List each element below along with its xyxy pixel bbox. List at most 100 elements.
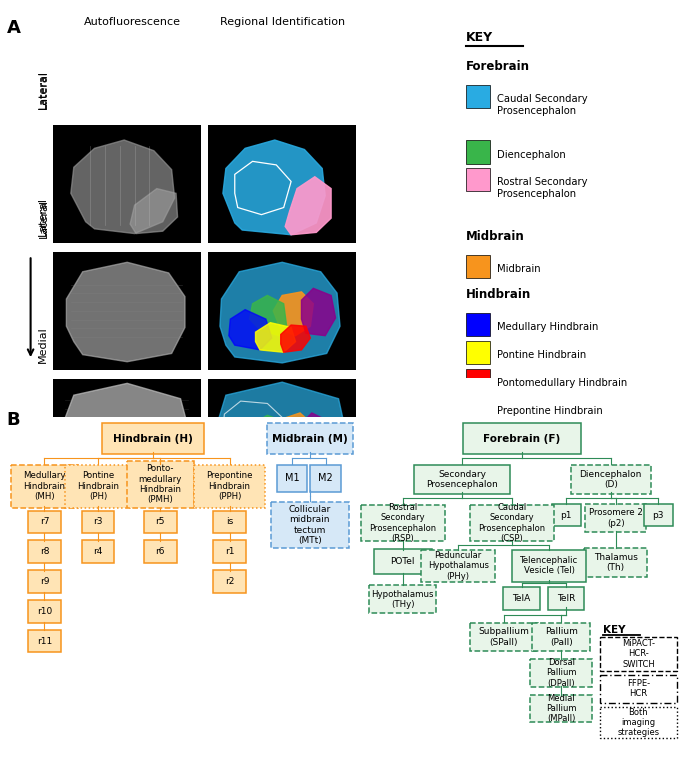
FancyBboxPatch shape: [214, 541, 246, 563]
FancyBboxPatch shape: [466, 140, 490, 164]
Text: Collicular
midbrain
tectum
(MTt): Collicular midbrain tectum (MTt): [288, 505, 331, 545]
Text: Pontine Hindbrain: Pontine Hindbrain: [496, 350, 586, 360]
Polygon shape: [248, 415, 291, 456]
Text: r4: r4: [93, 547, 103, 556]
FancyBboxPatch shape: [28, 570, 61, 593]
Text: Diencephalon
(D): Diencephalon (D): [579, 470, 642, 489]
Polygon shape: [256, 323, 296, 352]
FancyBboxPatch shape: [470, 622, 538, 651]
Text: KEY: KEY: [466, 31, 493, 44]
Text: Pontine
Hindbrain
(PH): Pontine Hindbrain (PH): [77, 471, 119, 501]
Text: p1: p1: [560, 510, 572, 520]
Text: r8: r8: [39, 547, 49, 556]
FancyBboxPatch shape: [414, 465, 510, 494]
FancyBboxPatch shape: [551, 503, 581, 527]
FancyBboxPatch shape: [82, 510, 114, 534]
Text: Dorsal
Pallium
(DPall): Dorsal Pallium (DPall): [546, 658, 577, 688]
Polygon shape: [285, 177, 331, 234]
Text: B: B: [7, 411, 20, 429]
FancyBboxPatch shape: [512, 550, 586, 581]
Text: r10: r10: [37, 607, 52, 615]
Text: Hindbrain (H): Hindbrain (H): [114, 434, 193, 443]
Text: Hindbrain: Hindbrain: [466, 288, 531, 301]
FancyBboxPatch shape: [530, 695, 592, 722]
FancyBboxPatch shape: [532, 622, 590, 651]
Polygon shape: [277, 447, 310, 477]
FancyBboxPatch shape: [144, 541, 177, 563]
Polygon shape: [130, 189, 177, 234]
FancyBboxPatch shape: [360, 505, 445, 541]
FancyBboxPatch shape: [11, 465, 78, 508]
FancyBboxPatch shape: [277, 465, 307, 492]
FancyBboxPatch shape: [126, 461, 194, 508]
FancyBboxPatch shape: [585, 503, 646, 532]
Text: Ponto-
medullary
Hindbrain
(PMH): Ponto- medullary Hindbrain (PMH): [139, 464, 182, 504]
Polygon shape: [59, 383, 191, 492]
Text: KEY: KEY: [602, 626, 626, 635]
Polygon shape: [220, 263, 340, 363]
Text: Lateral: Lateral: [39, 199, 49, 238]
Text: Lateral: Lateral: [38, 197, 48, 236]
FancyBboxPatch shape: [65, 465, 131, 508]
Text: Medial
Pallium
(MPall): Medial Pallium (MPall): [546, 693, 577, 724]
Text: Hypothalamus
(THy): Hypothalamus (THy): [371, 590, 434, 609]
FancyBboxPatch shape: [310, 465, 341, 492]
Text: Caudal
Secondary
Prosencephalon
(CSP): Caudal Secondary Prosencephalon (CSP): [478, 503, 545, 543]
FancyBboxPatch shape: [194, 465, 265, 508]
Text: Rostral
Secondary
Prosencephalon
(RSP): Rostral Secondary Prosencephalon (RSP): [369, 503, 437, 543]
Polygon shape: [229, 309, 272, 350]
FancyBboxPatch shape: [462, 423, 581, 454]
Text: Lateral: Lateral: [39, 70, 49, 109]
Text: Prepontine Hindbrain: Prepontine Hindbrain: [496, 406, 602, 415]
Polygon shape: [248, 442, 291, 477]
Polygon shape: [223, 431, 269, 474]
Text: Pallium
(Pall): Pallium (Pall): [545, 627, 577, 647]
Text: r7: r7: [39, 517, 49, 527]
Text: p3: p3: [653, 510, 664, 520]
Text: r5: r5: [156, 517, 165, 527]
Text: Medial: Medial: [38, 326, 48, 363]
FancyBboxPatch shape: [600, 637, 677, 671]
FancyBboxPatch shape: [28, 541, 61, 563]
Text: Rostral Secondary
Prosencephalon: Rostral Secondary Prosencephalon: [496, 178, 588, 199]
Text: Medullary Hindbrain: Medullary Hindbrain: [496, 323, 598, 333]
Text: r6: r6: [156, 547, 165, 556]
Text: Medullary
Hindbrain
(MH): Medullary Hindbrain (MH): [23, 471, 66, 501]
FancyBboxPatch shape: [466, 313, 490, 337]
Polygon shape: [214, 382, 347, 493]
FancyBboxPatch shape: [530, 659, 592, 687]
FancyBboxPatch shape: [267, 423, 353, 454]
Text: Caudal Secondary
Prosencephalon: Caudal Secondary Prosencephalon: [496, 94, 588, 116]
Text: Diencephalon: Diencephalon: [496, 150, 566, 160]
FancyBboxPatch shape: [214, 570, 246, 593]
FancyBboxPatch shape: [28, 510, 61, 534]
Polygon shape: [67, 263, 185, 361]
FancyBboxPatch shape: [600, 675, 677, 703]
Text: M2: M2: [318, 474, 333, 483]
FancyBboxPatch shape: [585, 548, 647, 577]
Text: Lateral: Lateral: [38, 70, 48, 109]
FancyBboxPatch shape: [470, 505, 554, 541]
FancyBboxPatch shape: [373, 549, 432, 574]
FancyBboxPatch shape: [421, 550, 495, 581]
FancyBboxPatch shape: [503, 587, 540, 610]
Text: TelA: TelA: [513, 594, 530, 603]
Polygon shape: [223, 140, 325, 234]
Text: Subpallium
(SPall): Subpallium (SPall): [478, 627, 529, 647]
FancyBboxPatch shape: [82, 541, 114, 563]
FancyBboxPatch shape: [28, 600, 61, 622]
Text: Prepontine
Hindbrain
(PPH): Prepontine Hindbrain (PPH): [206, 471, 253, 501]
Text: M1: M1: [285, 474, 299, 483]
FancyBboxPatch shape: [466, 168, 490, 192]
FancyBboxPatch shape: [600, 707, 677, 738]
FancyBboxPatch shape: [271, 502, 349, 548]
FancyBboxPatch shape: [571, 465, 651, 494]
FancyBboxPatch shape: [548, 587, 585, 610]
Text: r2: r2: [225, 577, 234, 586]
Text: A: A: [7, 19, 20, 37]
FancyBboxPatch shape: [466, 397, 490, 419]
Text: r3: r3: [93, 517, 103, 527]
Text: Midbrain: Midbrain: [496, 264, 541, 273]
Polygon shape: [300, 413, 334, 460]
FancyBboxPatch shape: [466, 255, 490, 277]
